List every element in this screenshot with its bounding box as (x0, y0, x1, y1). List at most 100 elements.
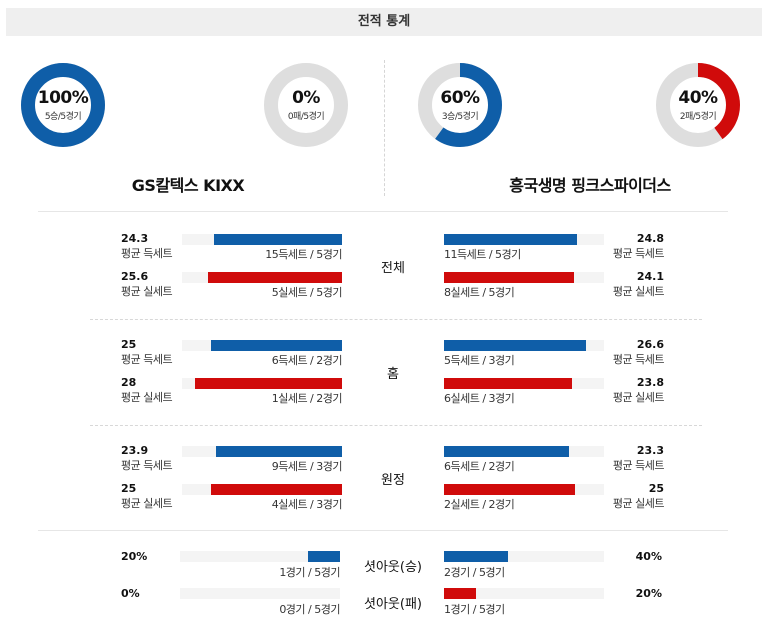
section-divider (38, 530, 728, 531)
donut-chart (656, 63, 740, 147)
donut-chart (264, 63, 348, 147)
loss-rate-donut: 0% 0패/5경기 (263, 62, 349, 148)
left-bar-track (182, 484, 342, 495)
right-average-label: 평균 득세트 (612, 247, 665, 260)
section-category: 홈 (387, 367, 399, 382)
donut-percent: 100% (37, 88, 89, 108)
donut-chart (21, 63, 105, 147)
right-average-label: 평균 득세트 (612, 353, 665, 366)
donut-arc (21, 63, 105, 147)
section-category: 원정 (381, 473, 405, 488)
left-average-value: 23.9 (121, 444, 149, 457)
left-bar-fill (214, 234, 342, 245)
section-dashed-divider (90, 425, 702, 426)
left-bar-label: 9득세트 / 3경기 (271, 460, 343, 473)
left-bar-track (182, 446, 342, 457)
donut-record: 5승/5경기 (44, 112, 82, 122)
right-shutout-fill (444, 551, 508, 562)
left-average-label: 평균 득세트 (121, 459, 173, 472)
right-bar-fill (444, 484, 576, 495)
right-bar-track (444, 272, 604, 283)
right-average-value: 24.1 (636, 270, 664, 283)
right-bar-track (444, 446, 604, 457)
donut-percent: 60% (440, 88, 480, 108)
left-bar-fill (194, 378, 342, 389)
right-shutout-fill (444, 588, 476, 599)
left-average-value: 25.6 (121, 270, 149, 283)
left-bar-fill (210, 484, 342, 495)
right-bar-fill (444, 234, 577, 245)
right-bar-label: 8실세트 / 5경기 (444, 286, 515, 299)
left-bar-fill (207, 272, 342, 283)
right-bar-label: 6실세트 / 3경기 (444, 392, 515, 405)
section-category: 전체 (381, 261, 405, 276)
team-divider (384, 60, 385, 196)
shutout-category: 셧아웃(승) (364, 560, 422, 575)
section-divider (38, 211, 728, 212)
right-bar-fill (444, 446, 569, 457)
right-average-value: 23.8 (636, 376, 664, 389)
right-shutout-label: 1경기 / 5경기 (444, 603, 505, 616)
right-bar-label: 5득세트 / 3경기 (444, 354, 515, 367)
left-average-value: 25 (121, 482, 137, 495)
right-bar-track (444, 378, 604, 389)
win-rate-donut: 100% 5승/5경기 (20, 62, 106, 148)
left-average-value: 24.3 (121, 232, 149, 245)
right-bar-track (444, 234, 604, 245)
left-bar-label: 1실세트 / 2경기 (271, 392, 343, 405)
left-bar-track (182, 378, 342, 389)
left-bar-label: 4실세트 / 3경기 (271, 498, 343, 511)
right-average-label: 평균 실세트 (612, 497, 665, 510)
donut-track (264, 63, 348, 147)
win-rate-donut: 60% 3승/5경기 (417, 62, 503, 148)
right-bar-fill (444, 272, 574, 283)
right-average-value: 26.6 (636, 338, 664, 351)
right-average-value: 24.8 (636, 232, 664, 245)
right-average-label: 평균 득세트 (612, 459, 665, 472)
right-bar-fill (444, 378, 572, 389)
right-average-label: 평균 실세트 (612, 391, 665, 404)
team-name-left: GS칼텍스 KIXX (131, 176, 245, 195)
donut-chart (418, 63, 502, 147)
right-average-value: 25 (648, 482, 664, 495)
left-average-label: 평균 실세트 (121, 497, 173, 510)
right-bar-track (444, 340, 604, 351)
right-shutout-track (444, 588, 604, 599)
donut-percent: 0% (292, 88, 320, 108)
right-bar-track (444, 484, 604, 495)
left-average-value: 25 (121, 338, 137, 351)
left-average-value: 28 (121, 376, 137, 389)
left-shutout-percent: 20% (121, 550, 148, 563)
right-bar-label: 11득세트 / 5경기 (444, 248, 521, 261)
donut-record: 0패/5경기 (287, 112, 325, 122)
donut-record: 3승/5경기 (441, 112, 479, 122)
left-bar-track (182, 340, 342, 351)
left-bar-label: 5실세트 / 5경기 (271, 286, 343, 299)
right-bar-fill (444, 340, 587, 351)
left-bar-fill (210, 340, 342, 351)
right-shutout-track (444, 551, 604, 562)
left-shutout-track (180, 588, 340, 599)
left-average-label: 평균 실세트 (121, 285, 173, 298)
left-bar-label: 6득세트 / 2경기 (271, 354, 343, 367)
right-shutout-label: 2경기 / 5경기 (444, 566, 505, 579)
left-bar-fill (215, 446, 342, 457)
right-average-value: 23.3 (636, 444, 664, 457)
left-shutout-fill (308, 551, 340, 562)
left-average-label: 평균 득세트 (121, 353, 173, 366)
loss-rate-donut: 40% 2패/5경기 (655, 62, 741, 148)
left-average-label: 평균 득세트 (121, 247, 173, 260)
donut-record: 2패/5경기 (679, 112, 717, 122)
right-average-label: 평균 실세트 (612, 285, 665, 298)
right-shutout-percent: 40% (635, 550, 662, 563)
right-shutout-percent: 20% (635, 587, 662, 600)
left-shutout-percent: 0% (121, 587, 140, 600)
donut-arc (418, 63, 502, 147)
left-shutout-label: 0경기 / 5경기 (279, 603, 340, 616)
left-average-label: 평균 실세트 (121, 391, 173, 404)
left-bar-label: 15득세트 / 5경기 (265, 248, 342, 261)
right-bar-label: 6득세트 / 2경기 (444, 460, 515, 473)
left-bar-track (182, 272, 342, 283)
left-bar-track (182, 234, 342, 245)
stats-header: 전적 통계 (6, 8, 762, 36)
